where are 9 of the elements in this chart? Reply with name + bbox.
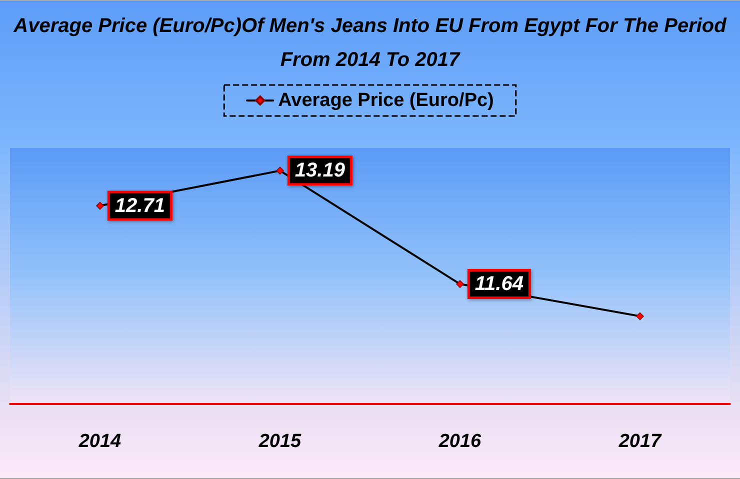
x-tick-label: 2017 bbox=[618, 431, 663, 452]
data-label: 13.19 bbox=[294, 160, 346, 182]
data-label: 12.71 bbox=[114, 194, 165, 217]
x-tick-label: 2015 bbox=[258, 431, 302, 452]
data-label: 11.64 bbox=[474, 273, 524, 296]
x-tick-label: 2014 bbox=[78, 431, 122, 452]
chart-title: Average Price (Euro/Pc)Of Men's Jeans Into EU From Egypt For The Period From 2014 To 2017 bbox=[12, 14, 728, 73]
legend-label: Average Price (Euro/Pc) bbox=[278, 90, 494, 111]
x-tick-label: 2016 bbox=[438, 431, 482, 452]
